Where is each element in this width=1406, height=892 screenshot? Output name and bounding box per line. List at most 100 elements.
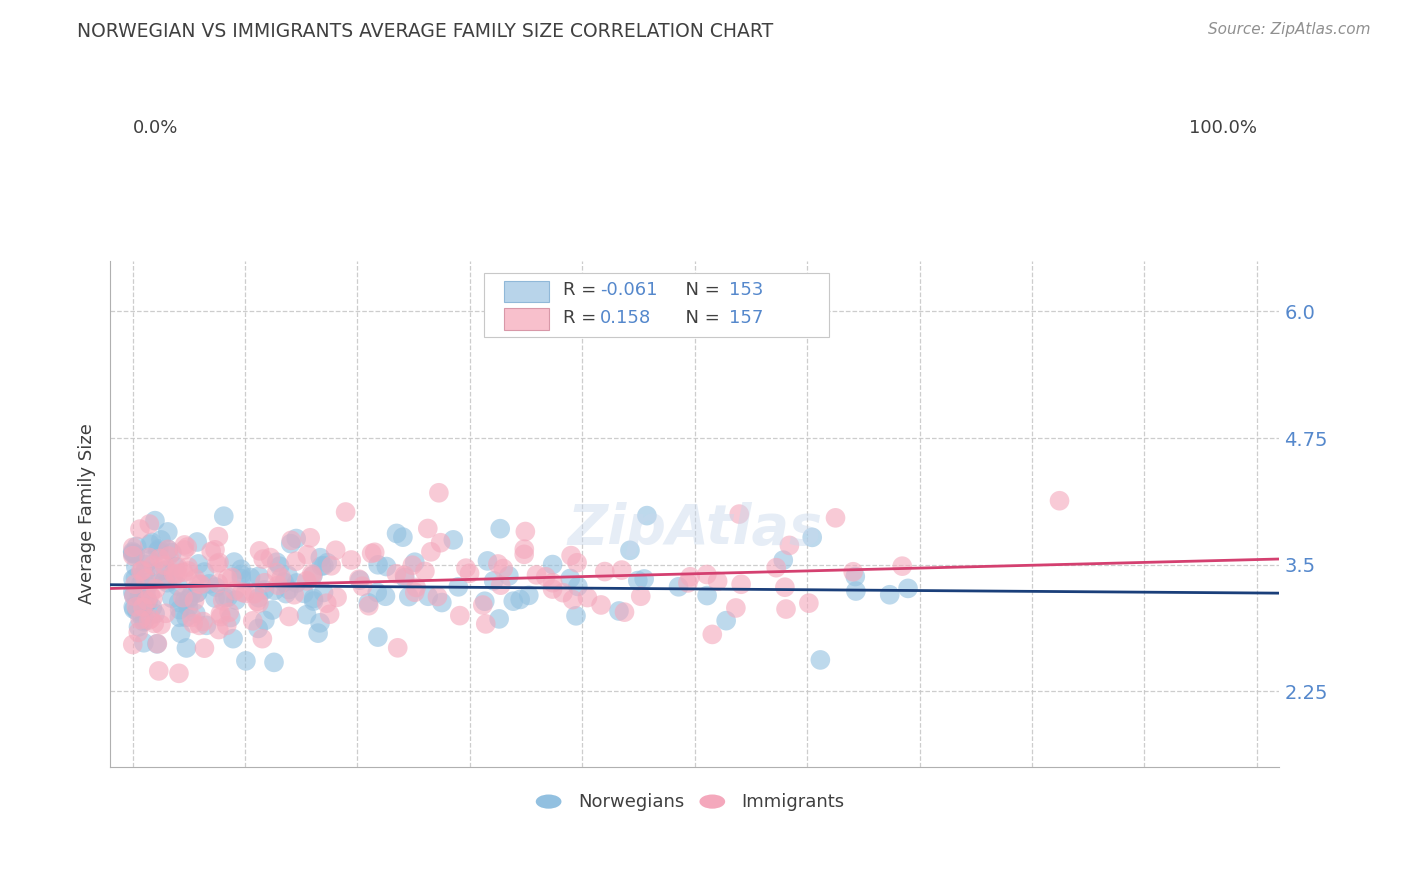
Text: ZipAtlas: ZipAtlas — [567, 502, 823, 557]
Point — [165, 559, 187, 574]
Point — [302, 594, 325, 608]
Point — [891, 559, 914, 574]
Point — [277, 568, 299, 582]
Point — [730, 577, 752, 591]
Point — [153, 573, 176, 587]
Point — [149, 617, 172, 632]
Point — [565, 608, 588, 623]
Point — [204, 542, 226, 557]
Point — [772, 553, 794, 567]
Point — [292, 586, 315, 600]
Point — [526, 567, 548, 582]
Point — [122, 589, 145, 603]
Point — [139, 612, 162, 626]
Y-axis label: Average Family Size: Average Family Size — [79, 424, 96, 605]
Point — [259, 550, 281, 565]
Point — [489, 578, 512, 592]
Point — [231, 572, 253, 586]
Point — [193, 565, 215, 579]
Point — [155, 607, 177, 621]
Point — [187, 577, 209, 591]
Point — [253, 575, 276, 590]
Point — [204, 580, 226, 594]
Point — [156, 524, 179, 539]
Point — [211, 593, 233, 607]
Point — [157, 549, 180, 563]
Point — [724, 601, 747, 615]
Point — [534, 570, 557, 584]
Ellipse shape — [536, 795, 561, 809]
Point — [633, 572, 655, 586]
Point — [174, 594, 197, 608]
Point — [419, 545, 441, 559]
Point — [134, 558, 156, 572]
Point — [187, 585, 209, 599]
Point — [844, 569, 866, 583]
Point — [146, 637, 169, 651]
Text: -0.061: -0.061 — [600, 281, 658, 299]
Point — [285, 532, 308, 546]
Point — [471, 598, 494, 612]
Point — [266, 555, 288, 569]
Point — [302, 568, 325, 582]
Point — [134, 572, 156, 586]
Point — [325, 543, 347, 558]
Point — [295, 607, 318, 622]
Point — [326, 591, 349, 605]
Point — [824, 511, 846, 525]
Point — [357, 599, 380, 613]
Point — [176, 640, 198, 655]
Point — [474, 594, 496, 608]
Point — [141, 600, 163, 615]
Point — [270, 571, 292, 585]
Point — [482, 574, 505, 588]
Point — [122, 602, 145, 616]
Bar — [505, 309, 548, 329]
Point — [208, 623, 231, 637]
Point — [541, 582, 564, 596]
Point — [513, 547, 536, 561]
Point — [139, 537, 162, 551]
Point — [375, 559, 398, 574]
Point — [142, 591, 165, 606]
Point — [243, 587, 266, 601]
Point — [808, 653, 831, 667]
Point — [125, 599, 148, 614]
Point — [229, 562, 252, 576]
Point — [619, 543, 641, 558]
Point — [301, 569, 323, 583]
Point — [174, 610, 197, 624]
Point — [183, 593, 205, 607]
Point — [177, 592, 200, 607]
Point — [486, 557, 509, 571]
Point — [349, 573, 371, 587]
Point — [134, 598, 156, 612]
Point — [360, 546, 382, 560]
Point — [515, 524, 537, 539]
Point — [129, 522, 152, 536]
Point — [311, 559, 333, 574]
Point — [374, 589, 396, 603]
Point — [263, 583, 285, 598]
Point — [121, 585, 143, 599]
Text: 100.0%: 100.0% — [1189, 119, 1257, 137]
Point — [696, 589, 718, 603]
Point — [278, 609, 301, 624]
Point — [217, 572, 239, 586]
Point — [413, 565, 436, 579]
Point — [138, 550, 160, 565]
Point — [124, 547, 146, 561]
Point — [312, 585, 335, 599]
Point — [702, 627, 724, 641]
Point — [187, 557, 209, 571]
Text: 153: 153 — [728, 281, 763, 299]
Point — [269, 559, 291, 574]
Point — [136, 594, 159, 608]
Point — [517, 588, 540, 602]
Point — [143, 616, 166, 631]
Point — [165, 567, 187, 582]
Point — [247, 569, 270, 583]
Point — [132, 599, 155, 614]
Point — [502, 594, 524, 608]
Point — [149, 533, 172, 547]
